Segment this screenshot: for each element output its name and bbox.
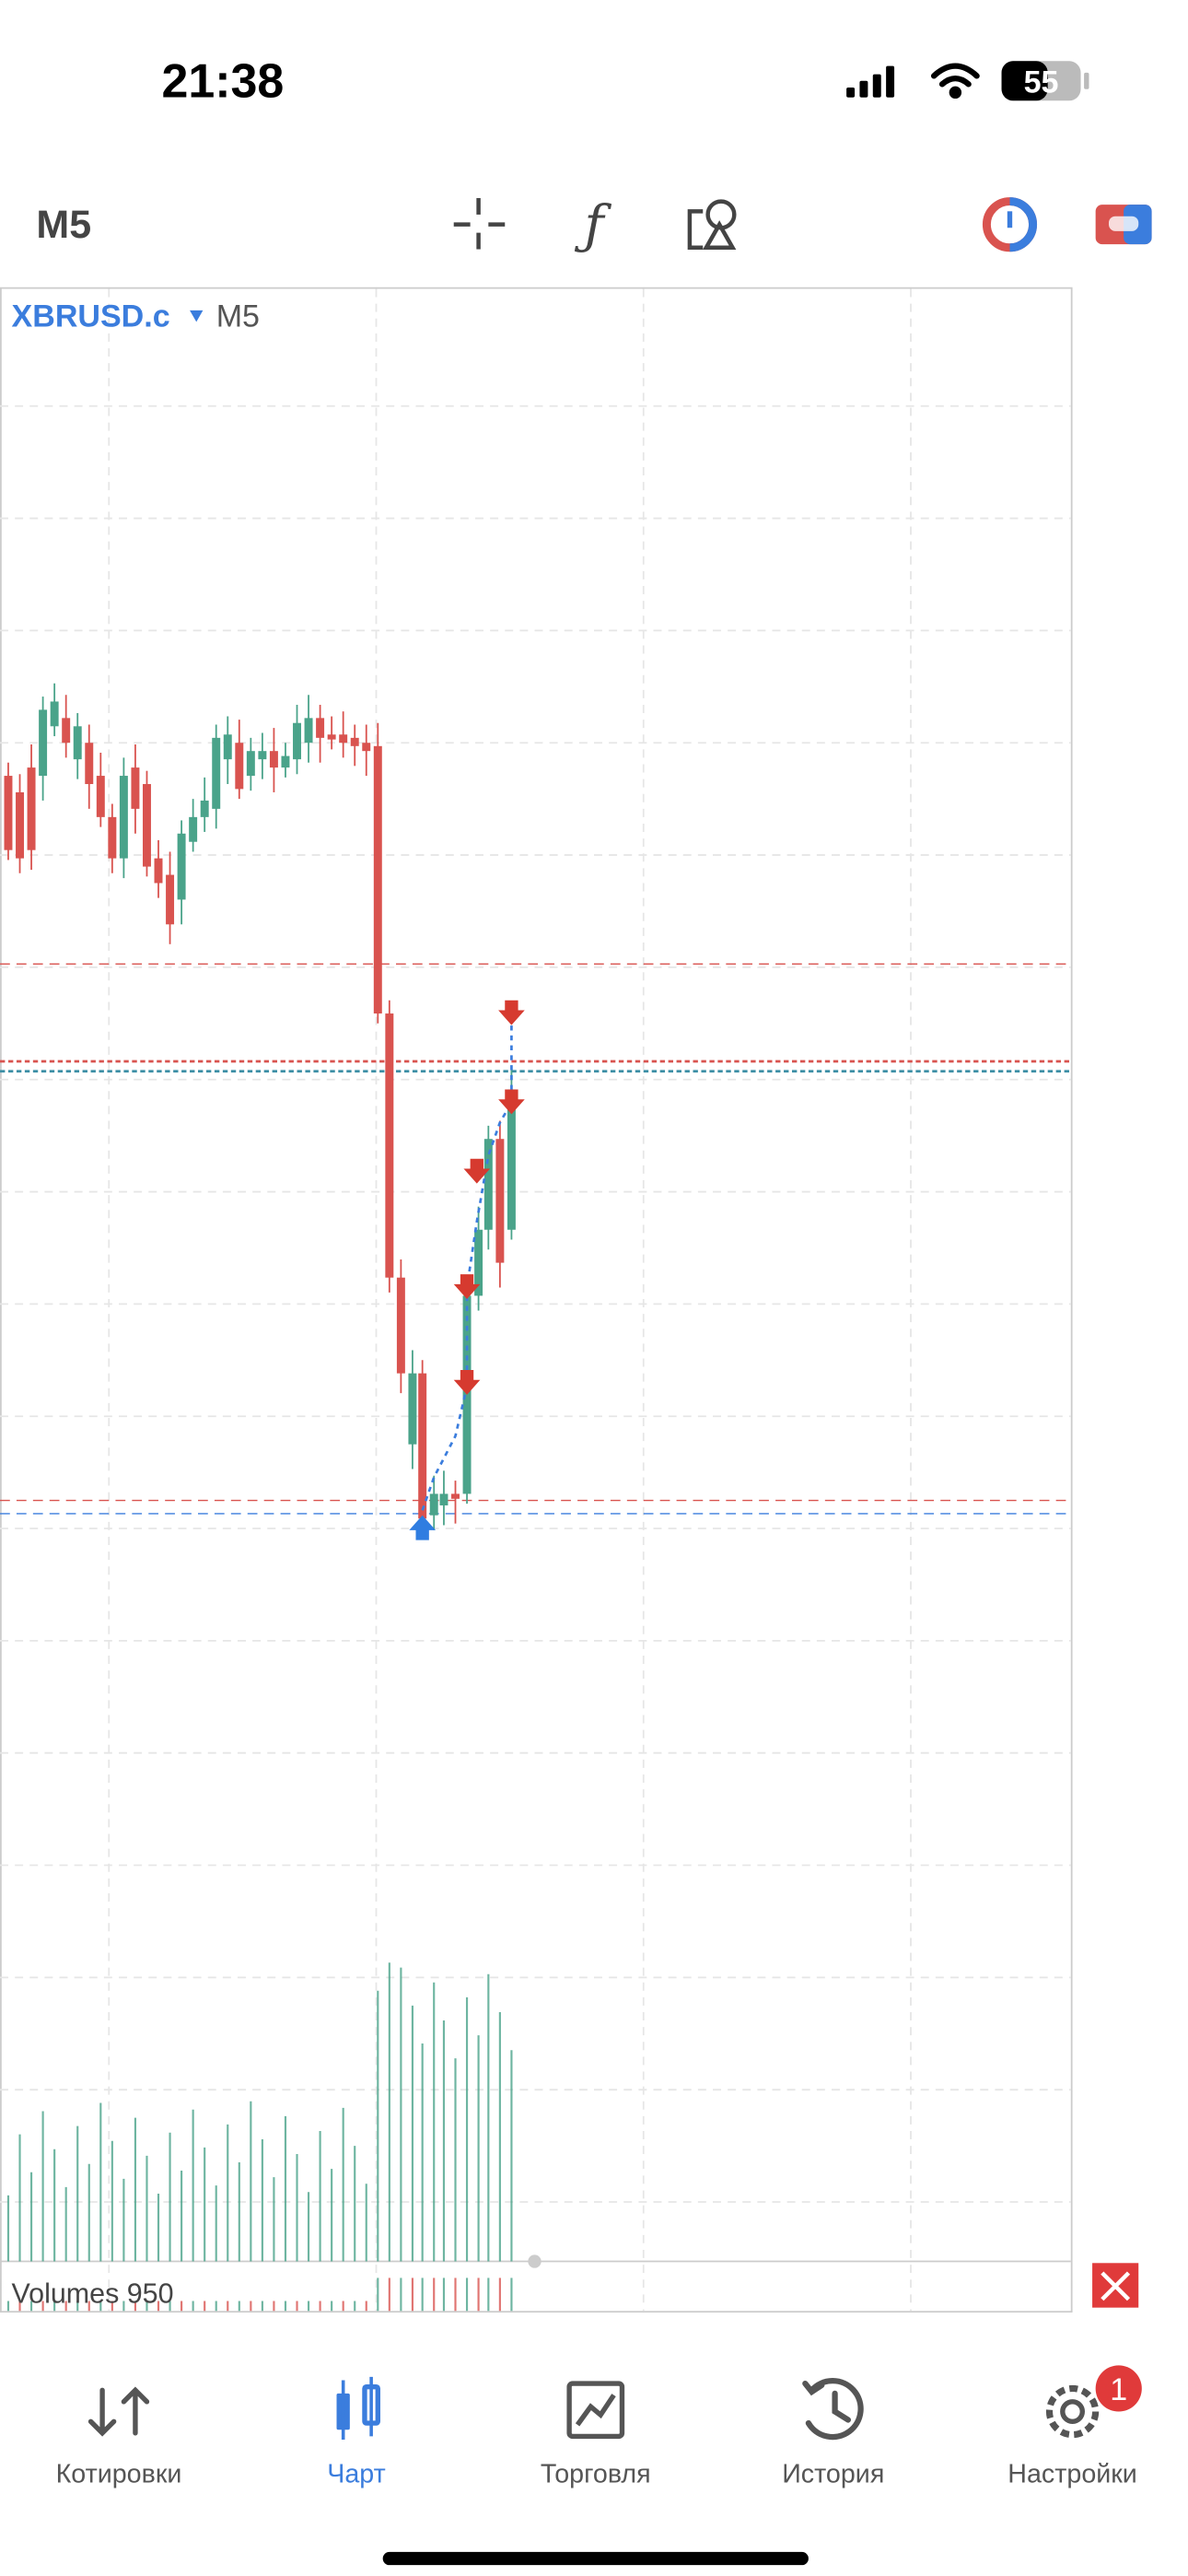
candle-body bbox=[304, 718, 313, 744]
tab-label[interactable]: Настройки bbox=[1007, 2460, 1137, 2489]
notification-badge bbox=[1095, 2365, 1142, 2412]
candle-body bbox=[62, 718, 71, 744]
candle-body bbox=[474, 1229, 483, 1296]
candle-body bbox=[339, 734, 348, 744]
candle-body bbox=[200, 800, 209, 817]
tab-label[interactable]: Котировки bbox=[56, 2460, 182, 2489]
candle-body bbox=[27, 767, 36, 850]
candle-body bbox=[142, 784, 151, 867]
nav-icon[interactable] bbox=[87, 2386, 150, 2437]
nav-icon[interactable] bbox=[336, 2376, 380, 2441]
candle-body bbox=[269, 751, 278, 768]
candle-body bbox=[439, 1493, 448, 1505]
candle-body bbox=[39, 709, 48, 777]
home-indicator bbox=[382, 2551, 809, 2566]
candle-body bbox=[418, 1373, 427, 1519]
candle-body bbox=[327, 734, 336, 740]
candle-body bbox=[451, 1493, 460, 1499]
candle-body bbox=[281, 755, 290, 768]
volumes bbox=[6, 1962, 513, 2312]
chart-area[interactable]: Volumes 950 XBRUSD.c M5 bbox=[0, 287, 1073, 2313]
nav-icon[interactable] bbox=[1045, 2384, 1100, 2439]
objects-button[interactable] bbox=[687, 199, 737, 250]
nav-icon[interactable] bbox=[566, 2381, 625, 2440]
candle-body bbox=[189, 816, 198, 842]
buy-marker bbox=[409, 1515, 437, 1540]
battery-icon: 55 bbox=[1001, 61, 1089, 101]
candle-body bbox=[293, 722, 301, 760]
crosshair-button[interactable] bbox=[453, 197, 506, 250]
symbol-label[interactable]: XBRUSD.c bbox=[12, 299, 170, 334]
candle-body bbox=[212, 737, 221, 809]
candle-body bbox=[16, 791, 24, 859]
chart-timeframe: M5 bbox=[216, 299, 260, 334]
candle-body bbox=[483, 1139, 493, 1230]
candle-body bbox=[362, 743, 371, 752]
trade-button[interactable] bbox=[1095, 205, 1152, 245]
volumes-label: Volumes 950 bbox=[12, 2277, 174, 2309]
indicators-button[interactable]: ƒ bbox=[574, 193, 611, 255]
sell-marker bbox=[463, 1158, 491, 1184]
symbol-dropdown[interactable] bbox=[190, 310, 204, 322]
candle-body bbox=[166, 874, 175, 925]
candle-body bbox=[316, 718, 325, 738]
candle-body bbox=[235, 743, 244, 790]
tab-label[interactable]: Торговля bbox=[541, 2460, 651, 2489]
candle-body bbox=[373, 745, 382, 1014]
candle-body bbox=[396, 1277, 405, 1374]
tab-label[interactable]: История bbox=[782, 2460, 884, 2489]
battery-level: 55 bbox=[1024, 64, 1059, 100]
candle-body bbox=[85, 743, 94, 785]
candle-body bbox=[119, 776, 128, 859]
wifi-icon bbox=[930, 63, 980, 100]
candle-body bbox=[408, 1373, 417, 1445]
candle-body bbox=[258, 751, 267, 760]
candle-body bbox=[73, 726, 82, 760]
nav-icon[interactable] bbox=[802, 2378, 864, 2441]
close-volumes-button[interactable] bbox=[1092, 2263, 1139, 2308]
tab-label[interactable]: Чарт bbox=[327, 2460, 385, 2489]
candle-body bbox=[96, 776, 105, 817]
status-time: 21:38 bbox=[161, 55, 284, 109]
candle-body bbox=[495, 1139, 505, 1263]
sell-marker bbox=[453, 1274, 481, 1300]
candle-body bbox=[223, 734, 232, 760]
badge-count: 1 bbox=[1110, 2372, 1127, 2407]
candle-body bbox=[177, 833, 186, 900]
grid bbox=[0, 288, 1071, 2312]
candle-body bbox=[50, 701, 59, 727]
candle-body bbox=[246, 751, 255, 777]
candle-body bbox=[108, 816, 117, 859]
separator-handle[interactable] bbox=[528, 2254, 542, 2268]
candle-body bbox=[4, 776, 13, 850]
candle-body bbox=[131, 767, 140, 809]
timeframe-button[interactable]: M5 bbox=[36, 203, 91, 247]
tab-bar: Котировки Чарт Торговля История Настройки bbox=[56, 2460, 1137, 2489]
sell-marker bbox=[453, 1370, 481, 1395]
candle-body bbox=[429, 1493, 438, 1516]
candle-body bbox=[350, 737, 359, 746]
candle-body bbox=[154, 858, 163, 884]
candle-body bbox=[507, 1089, 516, 1230]
one-click-trading-button[interactable] bbox=[982, 197, 1038, 252]
signal-icon bbox=[846, 65, 895, 98]
candle-body bbox=[385, 1013, 394, 1278]
chart-frame bbox=[0, 287, 1073, 2313]
